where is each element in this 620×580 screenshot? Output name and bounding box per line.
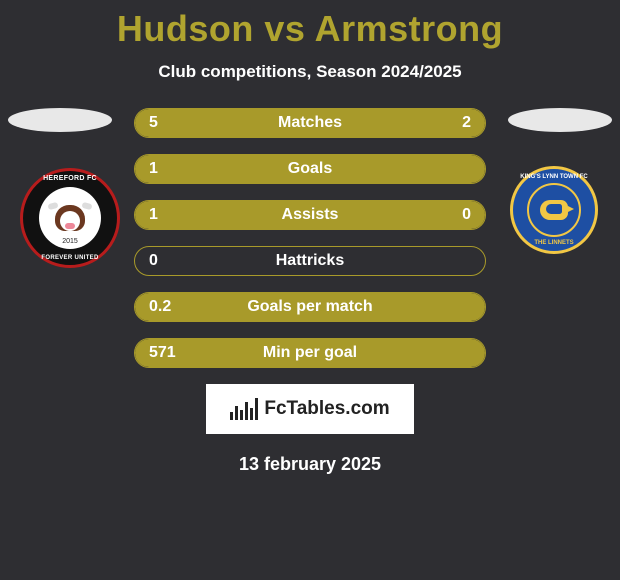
stat-bar: 10Assists (134, 200, 486, 230)
stat-label: Hattricks (135, 252, 485, 270)
page-subtitle: Club competitions, Season 2024/2025 (0, 62, 620, 82)
club-badge-right: KING'S LYNN TOWN FC THE LINNETS (510, 166, 600, 256)
badge-right-bottom-text: THE LINNETS (513, 240, 595, 246)
stat-bar: 571Min per goal (134, 338, 486, 368)
player-right-oval (508, 108, 612, 132)
page-title: Hudson vs Armstrong (0, 0, 620, 50)
badge-left-bottom-text: FOREVER UNITED (23, 255, 117, 261)
badge-left-inner: 2015 (39, 187, 101, 249)
stat-bar: 0Hattricks (134, 246, 486, 276)
stat-label: Matches (135, 114, 485, 132)
brand-text: FcTables.com (264, 398, 389, 420)
stat-label: Min per goal (135, 344, 485, 362)
stat-bar: 52Matches (134, 108, 486, 138)
club-badge-left: HEREFORD FC 2015 FOREVER UNITED (20, 168, 120, 268)
badge-right-top-text: KING'S LYNN TOWN FC (513, 174, 595, 180)
comparison-panel: HEREFORD FC 2015 FOREVER UNITED KING'S L… (0, 108, 620, 475)
footer-date: 13 february 2025 (0, 454, 620, 475)
fctables-logo-icon (230, 398, 258, 420)
badge-left-top-text: HEREFORD FC (23, 175, 117, 182)
brand-badge[interactable]: FcTables.com (206, 384, 414, 434)
stat-label: Goals (135, 160, 485, 178)
hereford-badge-icon: HEREFORD FC 2015 FOREVER UNITED (20, 168, 120, 268)
badge-left-year: 2015 (62, 238, 78, 245)
stat-bar: 1Goals (134, 154, 486, 184)
stat-bar: 0.2Goals per match (134, 292, 486, 322)
kingslynn-badge-icon: KING'S LYNN TOWN FC THE LINNETS (510, 166, 598, 254)
player-left-oval (8, 108, 112, 132)
stat-bars: 52Matches 1Goals 10Assists 0Hattricks 0.2Goa… (134, 108, 486, 368)
bull-icon (48, 201, 92, 235)
badge-right-inner (527, 183, 581, 237)
linnet-bird-icon (536, 196, 572, 224)
stat-label: Goals per match (135, 298, 485, 316)
stat-label: Assists (135, 206, 485, 224)
